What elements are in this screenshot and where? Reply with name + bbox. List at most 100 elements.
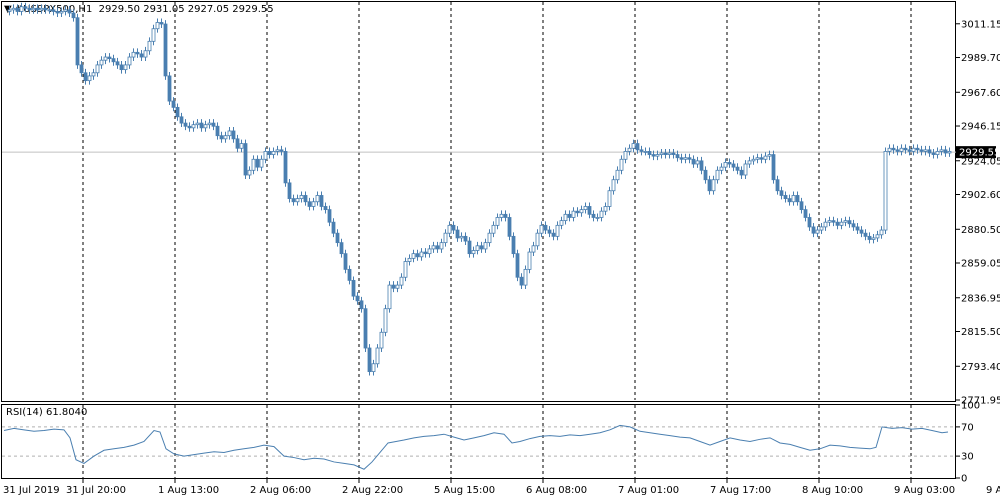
candle-body	[887, 147, 892, 152]
price-tick-label: 2771.95	[961, 396, 1000, 407]
candle-body	[239, 143, 244, 149]
candle-body	[435, 245, 440, 250]
candle-body	[123, 64, 128, 71]
candle-body	[15, 7, 20, 12]
candle-body	[767, 154, 772, 157]
candle-body	[103, 56, 108, 61]
candle-body	[183, 122, 188, 127]
candle-body	[459, 235, 464, 239]
candle-body	[619, 158, 624, 171]
candle-body	[287, 182, 292, 200]
candle-body	[907, 149, 912, 152]
current-price-value: 2929.55	[959, 148, 1000, 159]
rsi-label: RSI(14) 61.8040	[6, 407, 88, 418]
candle-body	[231, 130, 236, 140]
candle-body	[515, 253, 520, 278]
candle-body	[131, 51, 136, 58]
candle-body	[807, 217, 812, 228]
candle-body	[599, 210, 604, 218]
candle-body	[119, 64, 124, 71]
candle-body	[735, 166, 740, 171]
candle-body	[371, 363, 376, 373]
candle-body	[147, 40, 152, 52]
candle-body	[727, 162, 732, 165]
candle-body	[655, 154, 660, 157]
candle-body	[247, 169, 252, 176]
candle-body	[687, 157, 692, 160]
candle-body	[99, 59, 104, 66]
time-label: 5 Aug 15:00	[434, 485, 495, 496]
candle-body	[783, 195, 788, 200]
candle-body	[307, 201, 312, 207]
candle-body	[419, 251, 424, 258]
candle-body	[699, 160, 704, 171]
candle-body	[743, 163, 748, 176]
candle-body	[303, 195, 308, 203]
time-label: 1 Aug 13:00	[158, 485, 219, 496]
candle-body	[731, 163, 736, 168]
candle-body	[799, 201, 804, 211]
candle-body	[643, 151, 648, 153]
candle-body	[327, 209, 332, 223]
candle-body	[671, 152, 676, 155]
candle-body	[691, 158, 696, 165]
candle-body	[135, 51, 140, 55]
candle-body	[595, 217, 600, 219]
candle-body	[207, 122, 212, 126]
candle-body	[335, 232, 340, 244]
candle-body	[55, 11, 60, 14]
candle-body	[603, 206, 608, 212]
candle-body	[115, 61, 120, 66]
price-tick-label: 2815.50	[961, 327, 1000, 338]
candle-body	[835, 221, 840, 226]
candle-body	[915, 147, 920, 151]
time-label: 2 Aug 06:00	[250, 485, 311, 496]
price-tick-label: 2793.40	[961, 362, 1000, 373]
candle-body	[551, 232, 556, 237]
candle-body	[543, 224, 548, 231]
candle-body	[299, 195, 304, 200]
candle-body	[139, 53, 144, 58]
candle-body	[739, 169, 744, 176]
candle-body	[339, 242, 344, 255]
candle-body	[675, 154, 680, 159]
candle-body	[611, 179, 616, 192]
candle-body	[527, 251, 532, 270]
candle-body	[755, 157, 760, 160]
candle-body	[779, 190, 784, 196]
candle-body	[947, 151, 952, 154]
candle-body	[803, 209, 808, 218]
candle-body	[571, 210, 576, 218]
candles	[7, 2, 952, 376]
time-label: 7 Aug 01:00	[618, 485, 679, 496]
candle-body	[43, 7, 48, 11]
candle-body	[59, 11, 64, 14]
price-tick-label: 2967.60	[961, 88, 1000, 99]
candle-body	[27, 7, 32, 11]
candle-body	[447, 224, 452, 234]
time-label: 9 Aug 03:00	[894, 485, 955, 496]
candle-body	[359, 300, 364, 310]
candle-body	[423, 251, 428, 255]
candle-body	[263, 151, 268, 160]
candle-body	[279, 149, 284, 152]
candle-body	[855, 226, 860, 231]
candle-body	[943, 149, 948, 154]
candle-body	[227, 130, 232, 137]
candle-body	[415, 253, 420, 258]
candle-body	[23, 6, 28, 9]
time-label: 7 Aug 17:00	[710, 485, 771, 496]
candle-body	[479, 245, 484, 250]
candle-body	[927, 149, 932, 154]
candle-body	[439, 242, 444, 250]
time-label: 2 Aug 22:00	[342, 485, 403, 496]
candle-body	[167, 75, 172, 102]
candle-body	[919, 149, 924, 152]
candle-body	[151, 28, 156, 42]
candle-body	[403, 261, 408, 278]
candle-body	[67, 9, 72, 14]
candle-body	[547, 229, 552, 234]
candle-body	[19, 6, 24, 12]
candle-body	[75, 17, 80, 66]
